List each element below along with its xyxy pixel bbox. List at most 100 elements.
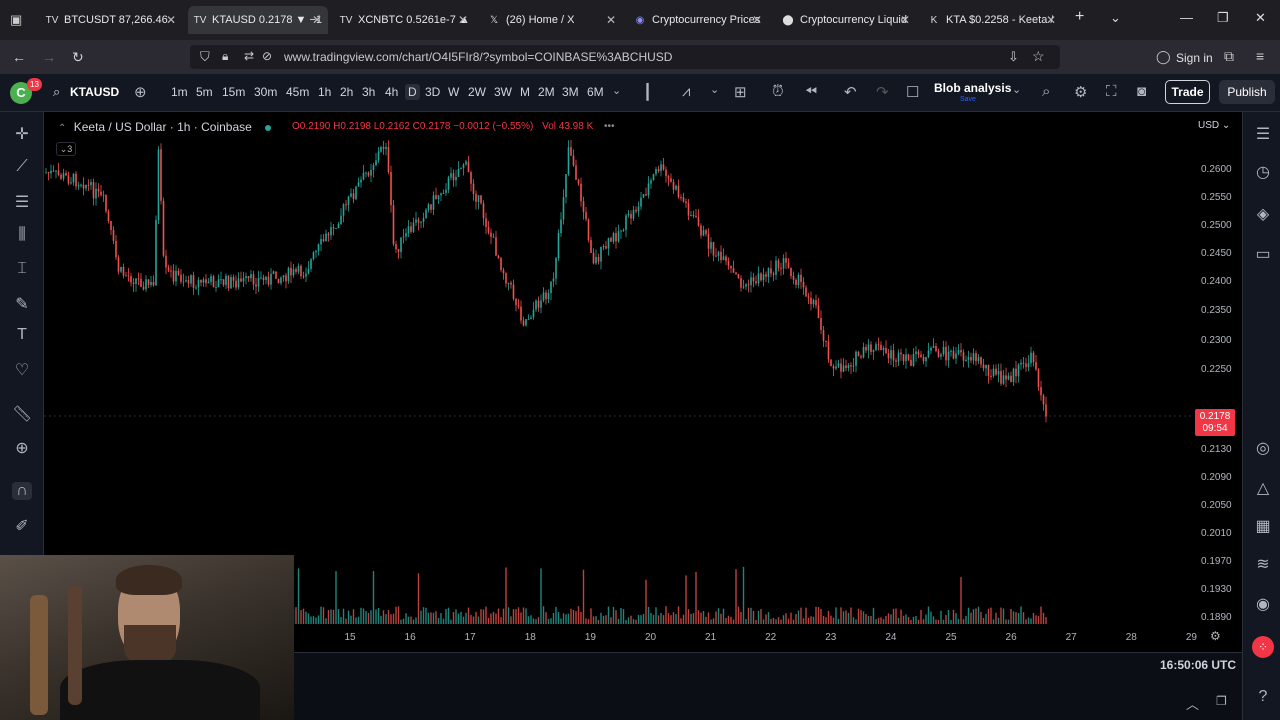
- shield-icon[interactable]: ⛉: [200, 49, 210, 64]
- timeframe-3d[interactable]: 3D: [425, 85, 441, 99]
- utc-clock[interactable]: 16:50:06 UTC: [1160, 658, 1237, 672]
- close-tab-icon[interactable]: ✕: [1045, 13, 1056, 27]
- close-tab-icon[interactable]: ✕: [899, 13, 910, 27]
- candles-chart-type-icon[interactable]: ┃: [643, 84, 653, 101]
- layout-chevron-down-icon[interactable]: ⌄: [1012, 84, 1022, 96]
- lock-drawings-icon[interactable]: ✐: [15, 518, 29, 535]
- magnet-icon[interactable]: ∩: [12, 482, 32, 500]
- indicators-collapse-toggle[interactable]: ⌄3: [56, 142, 76, 156]
- timeframe-45m[interactable]: 45m: [286, 85, 310, 99]
- collapse-panel-chevron-icon[interactable]: ︿: [1186, 697, 1200, 712]
- products-grid-icon[interactable]: ⁘: [1252, 636, 1274, 658]
- browser-tab-xcnbtc[interactable]: TV XCNBTC 0.5261e-7 ▲ ✕: [334, 6, 474, 34]
- url-bar[interactable]: ⛉ 🔒︎ ⇄ ⊘ www.tradingview.com/chart/O4I5F…: [190, 45, 1060, 69]
- timeframe-chevron-down-icon[interactable]: ⌄: [612, 85, 622, 97]
- new-tab-icon[interactable]: +: [1075, 8, 1085, 25]
- target-icon[interactable]: ◎: [1256, 440, 1270, 457]
- timeframe-2w[interactable]: 2W: [468, 85, 486, 99]
- news-icon[interactable]: ≋: [1256, 556, 1270, 573]
- maximize-icon[interactable]: ❐: [1217, 10, 1229, 25]
- layout-save-label[interactable]: Save: [960, 96, 976, 103]
- timeframe-3m[interactable]: 3M: [562, 85, 579, 99]
- lock-icon[interactable]: 🔒︎: [222, 49, 229, 63]
- forward-icon[interactable]: →: [42, 49, 56, 65]
- reload-icon[interactable]: ↻: [72, 49, 84, 65]
- browser-tab-btcusdt[interactable]: TV BTCUSDT 87,266.46 ▲ ✕: [40, 6, 182, 34]
- browser-tab-crypto-prices[interactable]: ◉ Cryptocurrency Prices ✕: [628, 6, 768, 34]
- fib-retracement-icon[interactable]: ☰: [14, 194, 30, 211]
- price-chart[interactable]: 0.2600 0.2550 0.2500 0.2450 0.2400 0.2350 0.23…: [44, 112, 1242, 652]
- zoom-in-icon[interactable]: ⊕: [15, 440, 29, 457]
- indicators-icon[interactable]: ⩘: [682, 83, 691, 100]
- close-tab-icon[interactable]: ✕: [311, 13, 322, 27]
- layout-name[interactable]: Blob analysis: [934, 81, 1012, 95]
- timeframe-3h[interactable]: 3h: [362, 85, 376, 99]
- brush-icon[interactable]: ✎: [15, 296, 29, 313]
- timeframe-4h[interactable]: 4h: [385, 85, 399, 99]
- browser-tab-kta-keeta[interactable]: K KTA $0.2258 - Keeta / ✕: [922, 6, 1062, 34]
- browser-tab-crypto-liquid[interactable]: ⬤ Cryptocurrency Liquid ✕: [776, 6, 916, 34]
- close-tab-icon[interactable]: ✕: [457, 13, 468, 27]
- fullscreen-icon[interactable]: ⛶: [1106, 83, 1117, 100]
- close-tab-icon[interactable]: ✕: [605, 13, 616, 27]
- trade-button[interactable]: Trade: [1165, 80, 1210, 104]
- undo-icon[interactable]: ↶: [844, 84, 857, 101]
- timeframe-1m[interactable]: 1m: [171, 85, 188, 99]
- menu-icon[interactable]: ≡: [1256, 48, 1265, 64]
- timeframe-2m[interactable]: 2M: [538, 85, 555, 99]
- timeframe-1h[interactable]: 1h: [318, 85, 332, 99]
- extensions-icon[interactable]: ⧉: [1224, 48, 1234, 64]
- symbol-search[interactable]: KTAUSD: [70, 85, 120, 99]
- timeframe-2h[interactable]: 2h: [340, 85, 354, 99]
- url-text[interactable]: www.tradingview.com/chart/O4I5FIr8/?symb…: [284, 50, 673, 64]
- timeframe-30m[interactable]: 30m: [254, 85, 278, 99]
- replay-icon[interactable]: ⏪︎: [805, 83, 818, 100]
- minimize-icon[interactable]: —: [1180, 10, 1193, 25]
- watchlist-icon[interactable]: ☰: [1255, 126, 1271, 143]
- alerts-clock-icon[interactable]: ◷: [1256, 164, 1270, 181]
- timeframe-5m[interactable]: 5m: [196, 85, 213, 99]
- trend-line-icon[interactable]: ⟋: [16, 158, 28, 175]
- tab-list-icon[interactable]: ▣: [10, 12, 23, 27]
- patterns-icon[interactable]: ⫼: [18, 226, 26, 243]
- legend-eye-icon[interactable]: ⌃: [58, 123, 67, 134]
- compare-add-icon[interactable]: ⊕: [134, 84, 147, 101]
- snapshot-camera-icon[interactable]: ◙: [1137, 83, 1147, 100]
- timeframe-m[interactable]: M: [520, 85, 530, 99]
- browser-tab-ktausd[interactable]: TV KTAUSD 0.2178 ▼ −1.4 ✕: [188, 6, 328, 34]
- timeframe-15m[interactable]: 15m: [222, 85, 246, 99]
- mute-icon[interactable]: ⊘: [262, 49, 273, 63]
- timeframe-d[interactable]: D: [405, 84, 420, 100]
- forecasting-icon[interactable]: ⌶: [17, 260, 27, 277]
- account-icon[interactable]: ◯: [1156, 49, 1171, 64]
- more-options-icon[interactable]: •••: [604, 121, 615, 132]
- ideas-triangle-icon[interactable]: △: [1256, 480, 1270, 497]
- browser-tab-x-home[interactable]: 𝕏 (26) Home / X ✕: [482, 6, 622, 34]
- bookmark-star-icon[interactable]: ☆: [1032, 48, 1045, 64]
- templates-grid-icon[interactable]: ⊞: [734, 84, 747, 101]
- avatar[interactable]: C: [10, 82, 32, 104]
- close-window-icon[interactable]: ✕: [1255, 10, 1266, 25]
- ruler-icon[interactable]: 📏︎: [12, 406, 33, 423]
- favorites-heart-icon[interactable]: ♡: [14, 362, 30, 379]
- calendar-icon[interactable]: ▦: [1255, 518, 1271, 535]
- symbol-title[interactable]: Keeta / US Dollar · 1h · Coinbase: [73, 120, 252, 134]
- timeframe-3w[interactable]: 3W: [494, 85, 512, 99]
- close-tab-icon[interactable]: ✕: [165, 13, 176, 27]
- help-icon[interactable]: ?: [1258, 688, 1268, 705]
- permissions-icon[interactable]: ⇄: [244, 49, 255, 63]
- search-icon[interactable]: ⌕: [53, 84, 61, 99]
- crosshair-icon[interactable]: ✛: [15, 126, 29, 143]
- timeframe-6m[interactable]: 6M: [587, 85, 604, 99]
- redo-icon[interactable]: ↷: [876, 84, 889, 101]
- streams-icon[interactable]: ◉: [1256, 596, 1270, 613]
- layout-square-icon[interactable]: ☐: [906, 84, 920, 101]
- layers-icon[interactable]: ◈: [1256, 206, 1270, 223]
- quick-search-icon[interactable]: ⌕: [1042, 83, 1051, 100]
- back-icon[interactable]: ←: [12, 49, 26, 65]
- alert-icon[interactable]: ⏰︎: [772, 83, 784, 100]
- sign-in-link[interactable]: Sign in: [1176, 51, 1213, 65]
- timeframe-w[interactable]: W: [448, 85, 460, 99]
- chat-icon[interactable]: ▭: [1255, 246, 1271, 263]
- text-tool-icon[interactable]: T: [17, 326, 27, 343]
